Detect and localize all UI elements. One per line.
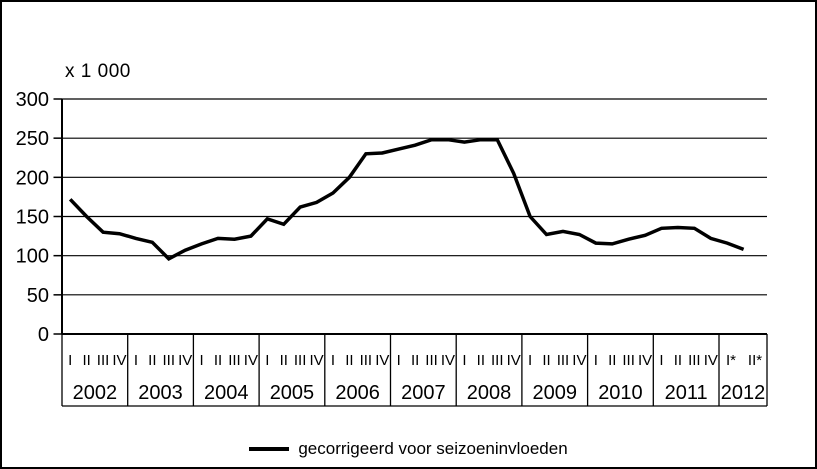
y-tick-label: 100 <box>16 246 49 268</box>
quarter-tick-label: III <box>97 352 110 369</box>
quarter-tick-label: II <box>345 352 353 369</box>
quarter-tick-label: III <box>294 352 307 369</box>
quarter-tick-label: IV <box>112 352 126 369</box>
year-label: 2011 <box>665 382 708 404</box>
quarter-tick-label: II* <box>748 352 762 369</box>
year-label: 2007 <box>401 382 446 404</box>
year-label: 2010 <box>598 382 643 404</box>
quarter-tick-label: IV <box>375 352 389 369</box>
y-tick-label: 300 <box>16 89 49 111</box>
quarter-tick-label: III <box>228 352 241 369</box>
quarter-tick-label: I <box>528 352 532 369</box>
quarter-tick-label: III <box>360 352 373 369</box>
legend: gecorrigeerd voor seizoeninvloeden <box>2 439 815 459</box>
quarter-tick-label: IV <box>572 352 586 369</box>
y-tick-label: 150 <box>16 207 49 229</box>
quarter-tick-label: II <box>542 352 550 369</box>
quarter-tick-label: II <box>214 352 222 369</box>
quarter-tick-label: I <box>265 352 269 369</box>
quarter-tick-label: I <box>594 352 598 369</box>
y-tick-label: 250 <box>16 128 49 150</box>
y-tick-label: 0 <box>38 324 49 346</box>
quarter-tick-label: II <box>608 352 616 369</box>
legend-label: gecorrigeerd voor seizoeninvloeden <box>298 439 568 458</box>
quarter-tick-label: I <box>68 352 72 369</box>
quarter-tick-label: III <box>491 352 504 369</box>
legend-line-sample <box>249 447 290 451</box>
y-tick-label: 50 <box>27 285 49 307</box>
year-label: 2003 <box>138 382 183 404</box>
quarter-tick-label: IV <box>244 352 258 369</box>
year-label: 2012 <box>721 382 766 404</box>
year-label: 2004 <box>204 382 249 404</box>
quarter-tick-label: IV <box>638 352 652 369</box>
quarter-tick-label: III <box>163 352 176 369</box>
quarter-tick-label: I* <box>726 352 736 369</box>
y-axis-unit-label: x 1 000 <box>65 61 131 82</box>
quarter-tick-label: I <box>331 352 335 369</box>
quarter-tick-label: IV <box>507 352 521 369</box>
y-tick-label: 200 <box>16 167 49 189</box>
quarter-tick-label: IV <box>178 352 192 369</box>
year-label: 2006 <box>335 382 380 404</box>
quarter-tick-label: III <box>622 352 635 369</box>
quarter-tick-label: III <box>688 352 701 369</box>
quarter-tick-label: IV <box>309 352 323 369</box>
year-label: 2005 <box>270 382 315 404</box>
quarter-tick-label: II <box>477 352 485 369</box>
quarter-tick-label: III <box>425 352 438 369</box>
quarter-tick-label: II <box>411 352 419 369</box>
quarter-tick-label: I <box>462 352 466 369</box>
year-label: 2008 <box>467 382 512 404</box>
year-label: 2002 <box>73 382 118 404</box>
quarter-tick-label: I <box>397 352 401 369</box>
quarter-tick-label: II <box>280 352 288 369</box>
quarter-tick-label: I <box>200 352 204 369</box>
quarter-tick-label: II <box>82 352 90 369</box>
quarter-tick-label: IV <box>704 352 718 369</box>
quarter-tick-label: III <box>557 352 570 369</box>
series-line <box>68 137 745 261</box>
year-label: 2009 <box>533 382 578 404</box>
quarter-tick-label: IV <box>441 352 455 369</box>
quarter-tick-label: I <box>134 352 138 369</box>
quarter-tick-label: II <box>674 352 682 369</box>
quarter-tick-label: I <box>659 352 663 369</box>
quarter-tick-label: II <box>148 352 156 369</box>
